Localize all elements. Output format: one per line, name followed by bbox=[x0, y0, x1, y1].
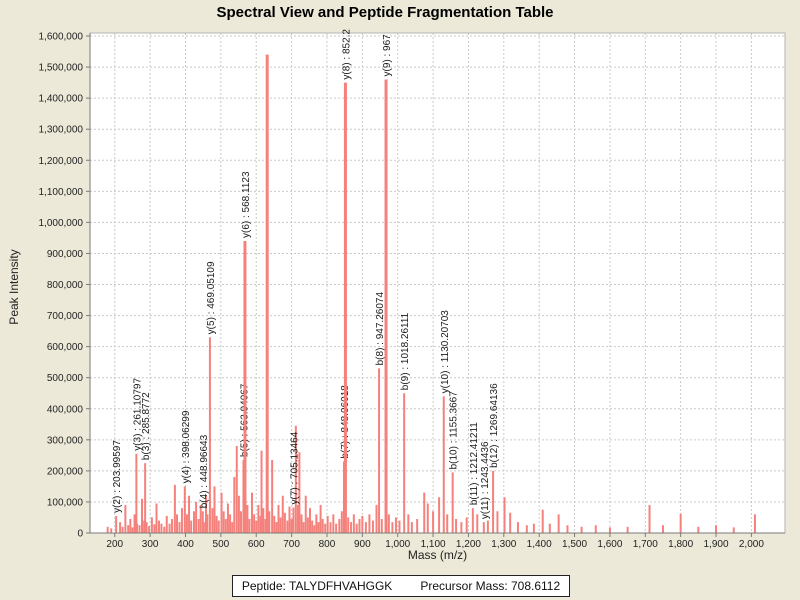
x-tick-label: 900 bbox=[354, 539, 371, 550]
chart-title: Spectral View and Peptide Fragmentation … bbox=[216, 4, 554, 21]
x-tick-label: 1,900 bbox=[704, 539, 729, 550]
x-tick-label: 700 bbox=[283, 539, 300, 550]
plot-area bbox=[90, 33, 785, 533]
x-tick-label: 1,800 bbox=[668, 539, 693, 550]
y-tick-label: 1,400,000 bbox=[39, 94, 84, 105]
y-tick-label: 800,000 bbox=[47, 280, 84, 291]
x-tick-label: 1,200 bbox=[456, 539, 481, 550]
y-tick-label: 700,000 bbox=[47, 311, 84, 322]
x-tick-label: 1,700 bbox=[633, 539, 658, 550]
peak-label-b(8): b(8) : 947.26074 bbox=[375, 292, 386, 366]
peak-label-b(9): b(9) : 1018.26111 bbox=[400, 312, 411, 390]
y-tick-label: 600,000 bbox=[47, 342, 84, 353]
x-tick-label: 1,500 bbox=[562, 539, 587, 550]
precursor-mass-value: Precursor Mass: 708.6112 bbox=[420, 579, 561, 593]
peptide-value: Peptide: TALYDFHVAHGGK bbox=[241, 579, 393, 593]
peak-label-y(7): y(7) : 705.13464 bbox=[289, 431, 300, 504]
x-tick-label: 1,300 bbox=[491, 539, 516, 550]
peak-label-b(11): b(11) : 1212.41211 bbox=[469, 422, 480, 505]
x-tick-label: 1,600 bbox=[597, 539, 622, 550]
y-tick-label: 300,000 bbox=[47, 435, 84, 446]
peak-label-y(8): y(8) : 852.2 bbox=[341, 29, 352, 80]
x-tick-label: 1,100 bbox=[421, 539, 446, 550]
peak-label-b(4): b(4) : 448.96643 bbox=[199, 434, 210, 508]
x-tick-label: 300 bbox=[142, 539, 159, 550]
y-tick-label: 100,000 bbox=[47, 497, 84, 508]
peptide-info-box: Peptide: TALYDFHVAHGGK Precursor Mass: 7… bbox=[232, 575, 570, 597]
peak-label-y(3): y(3) : 261.10797 bbox=[132, 378, 143, 451]
x-tick-label: 1,400 bbox=[527, 539, 552, 550]
y-tick-label: 0 bbox=[77, 529, 83, 540]
x-tick-label: 1,000 bbox=[385, 539, 410, 550]
y-tick-label: 500,000 bbox=[47, 373, 84, 384]
peak-label-b(10): b(10) : 1155.3667 bbox=[449, 391, 460, 470]
peak-label-y(5): y(5) : 469.05109 bbox=[206, 261, 217, 334]
y-tick-label: 1,200,000 bbox=[39, 156, 84, 167]
peak-label-b(3): b(3) : 285.8772 bbox=[141, 392, 152, 460]
peak-label-y(6): y(6) : 568.1123 bbox=[241, 171, 252, 238]
y-tick-label: 900,000 bbox=[47, 249, 84, 260]
peak-label-y(11): y(11) : 1243.4436 bbox=[480, 441, 491, 519]
y-tick-label: 1,500,000 bbox=[39, 63, 84, 74]
peak-label-y(9): y(9) : 967 bbox=[382, 34, 393, 77]
x-tick-label: 600 bbox=[248, 539, 265, 550]
x-tick-label: 200 bbox=[106, 539, 123, 550]
y-tick-label: 200,000 bbox=[47, 466, 84, 477]
y-tick-label: 1,000,000 bbox=[39, 218, 84, 229]
peak-label-y(4): y(4) : 398.06299 bbox=[181, 410, 192, 483]
peak-label-y(10): y(10) : 1130.20703 bbox=[440, 310, 451, 394]
y-tick-label: 1,100,000 bbox=[39, 187, 84, 198]
x-tick-label: 2,000 bbox=[739, 539, 764, 550]
x-tick-label: 500 bbox=[213, 539, 230, 550]
x-axis-title: Mass (m/z) bbox=[407, 548, 468, 562]
peak-label-b(12): b(12) : 1269.64136 bbox=[489, 383, 500, 468]
x-tick-label: 400 bbox=[177, 539, 194, 550]
y-tick-label: 1,600,000 bbox=[39, 32, 84, 43]
x-tick-label: 800 bbox=[319, 539, 336, 550]
peak-label-y(2): y(2) : 203.99597 bbox=[112, 440, 123, 513]
y-tick-label: 400,000 bbox=[47, 404, 84, 415]
y-tick-label: 1,300,000 bbox=[39, 125, 84, 136]
